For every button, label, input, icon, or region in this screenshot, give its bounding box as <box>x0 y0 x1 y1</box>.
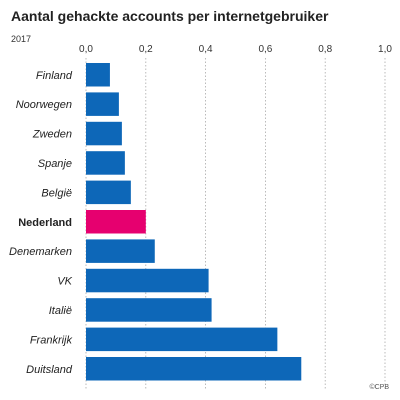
category-label: Nederland <box>18 217 72 229</box>
x-tick-label: 0,4 <box>199 44 213 55</box>
bar <box>86 151 125 175</box>
bar <box>86 239 155 263</box>
chart-subtitle: 2017 <box>11 34 32 44</box>
category-label: Denemarken <box>9 246 72 258</box>
bar <box>86 357 302 381</box>
category-label: Frankrijk <box>30 334 73 346</box>
bar <box>86 180 131 205</box>
bar <box>86 298 212 322</box>
source-credit: ©CPB <box>369 384 389 391</box>
bar-highlight <box>86 210 146 234</box>
x-tick-label: 1,0 <box>378 44 392 55</box>
category-label: Spanje <box>38 158 72 170</box>
bar <box>86 92 119 116</box>
x-tick-label: 0,0 <box>79 44 93 55</box>
bar <box>86 121 122 146</box>
category-label: Italië <box>49 305 72 317</box>
chart-title: Aantal gehackte accounts per internetgeb… <box>11 8 329 24</box>
bar <box>86 63 110 87</box>
bar <box>86 268 209 293</box>
category-label: Zweden <box>32 129 72 141</box>
x-tick-label: 0,8 <box>318 44 332 55</box>
category-label: Finland <box>36 70 73 82</box>
category-label: VK <box>57 276 72 288</box>
category-label: België <box>41 187 72 199</box>
bar <box>86 327 278 352</box>
category-label: Duitsland <box>26 364 73 376</box>
x-tick-label: 0,2 <box>139 44 153 55</box>
x-tick-label: 0,6 <box>258 44 272 55</box>
category-label: Noorwegen <box>16 99 72 111</box>
